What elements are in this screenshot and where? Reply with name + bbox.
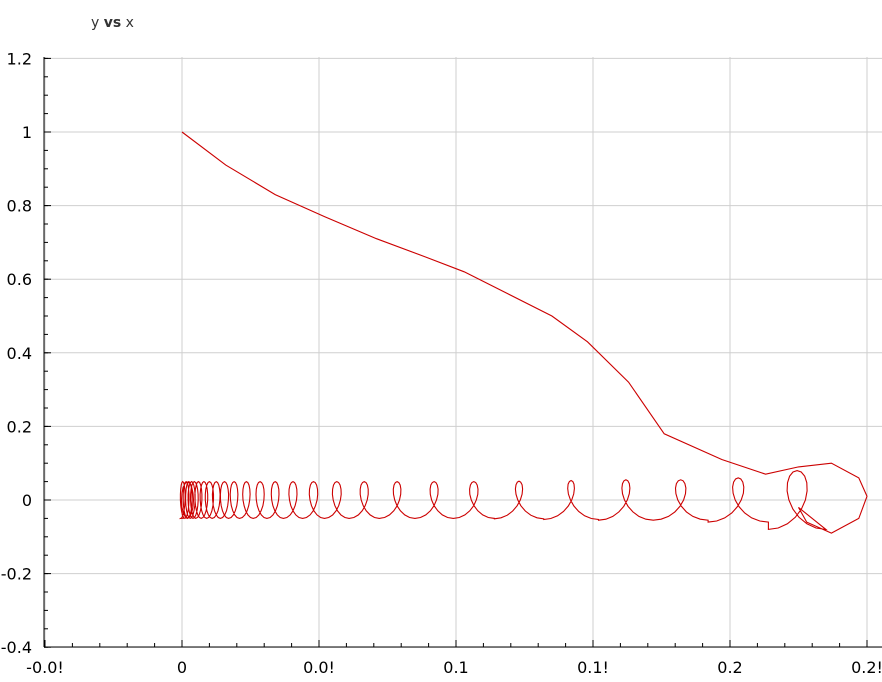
x-tick-label-1: 0	[177, 658, 187, 677]
y-tick-label-4: 0.4	[7, 344, 32, 363]
y-tick-label-0: -0.4	[1, 638, 32, 657]
y-tick-label-2: 0	[22, 491, 32, 510]
x-tick-label-5: 0.2	[717, 658, 742, 677]
y-tick-label-1: -0.2	[1, 565, 32, 584]
x-tick-label-3: 0.1	[443, 658, 468, 677]
y-tick-label-7: 1	[22, 123, 32, 142]
title-part-x: x	[121, 15, 134, 31]
y-tick-label-8: 1.2	[7, 49, 32, 68]
y-tick-label-5: 0.6	[7, 270, 32, 289]
title-part-vs: vs	[103, 15, 122, 31]
chart-title: y vs x	[91, 15, 134, 31]
x-tick-label-0: -0.0!	[26, 658, 64, 677]
y-tick-label-6: 0.8	[7, 197, 32, 216]
x-tick-label-4: 0.1!	[577, 658, 609, 677]
x-tick-label-2: 0.0!	[303, 658, 335, 677]
x-tick-label-6: 0.2!	[851, 658, 882, 677]
data-curve-y-vs-x	[178, 131, 868, 534]
y-tick-label-3: 0.2	[7, 417, 32, 436]
title-part-y: y	[91, 15, 104, 31]
